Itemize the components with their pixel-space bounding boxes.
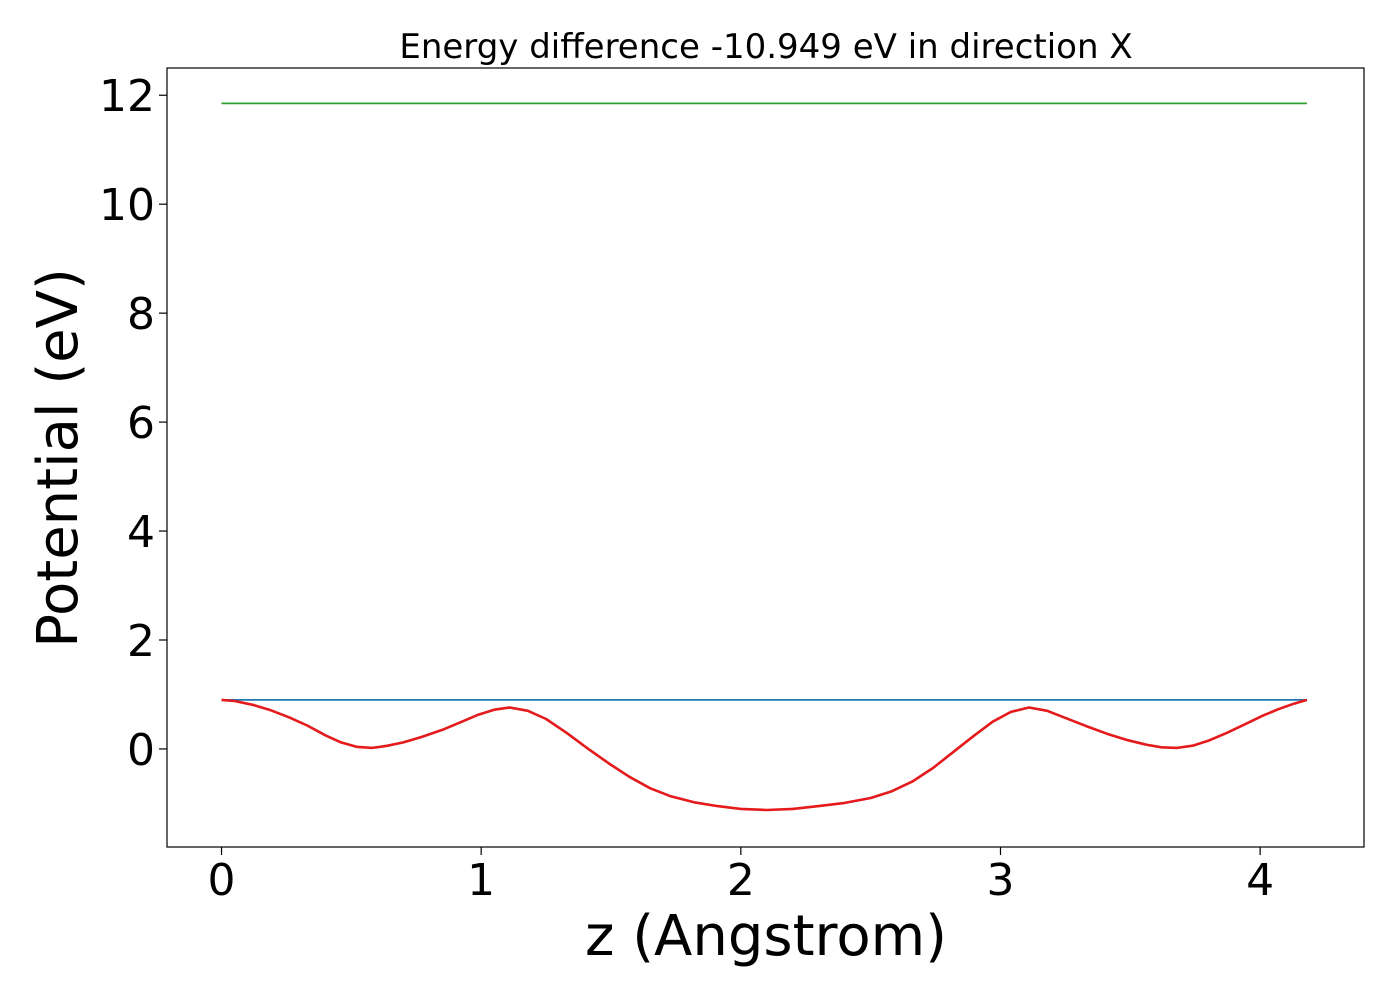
y-tick-label: 4 bbox=[127, 507, 155, 558]
plot-area-frame bbox=[166, 67, 1365, 848]
y-axis-ticks: 0 2 4 6 8 10 12 bbox=[99, 71, 167, 776]
x-axis-ticks: 0 1 2 3 4 bbox=[208, 847, 1274, 906]
series-group bbox=[221, 102, 1308, 812]
y-tick-label: 10 bbox=[99, 180, 155, 231]
y-tick-label: 6 bbox=[127, 398, 155, 449]
x-tick-label: 2 bbox=[727, 855, 755, 906]
y-tick-label: 0 bbox=[127, 725, 155, 776]
y-tick-label: 2 bbox=[127, 616, 155, 667]
x-axis-label: z (Angstrom) bbox=[585, 904, 947, 969]
x-tick-label: 4 bbox=[1246, 855, 1274, 906]
x-tick-label: 3 bbox=[986, 855, 1014, 906]
x-tick-label: 0 bbox=[208, 855, 236, 906]
y-tick-label: 8 bbox=[127, 289, 155, 340]
y-tick-label: 12 bbox=[99, 71, 155, 122]
y-axis-label: Potential (eV) bbox=[26, 268, 91, 648]
series-line-2 bbox=[221, 698, 1308, 812]
chart-title: Energy difference -10.949 eV in directio… bbox=[399, 27, 1132, 67]
x-tick-label: 1 bbox=[467, 855, 495, 906]
